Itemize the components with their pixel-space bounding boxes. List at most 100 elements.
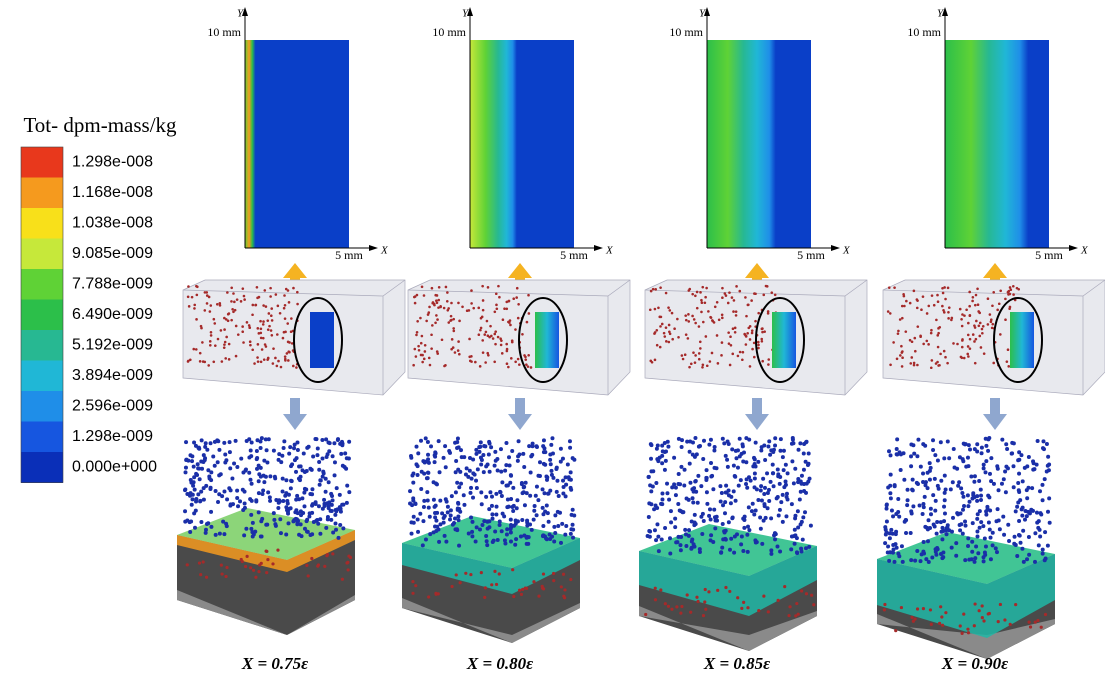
particle [679,611,683,615]
particle [712,444,717,449]
particle [569,577,573,582]
particle [783,585,787,589]
particle [517,588,522,592]
particle [750,331,754,335]
particle [740,606,744,610]
particle [456,445,461,450]
particle [512,297,516,301]
particle [484,494,489,499]
particle [270,333,274,337]
particle [540,586,545,590]
particle [704,295,707,299]
particle [323,564,327,568]
particle [674,540,679,545]
particle [208,340,212,343]
particle [495,303,498,307]
particle [788,605,792,609]
particle [273,476,278,481]
particle [196,492,201,497]
particle [205,294,209,297]
particle [508,530,513,535]
particle [459,455,464,460]
particle [1034,510,1039,515]
legend-label: 7.788e-009 [72,275,153,292]
particle [965,455,970,460]
particle [188,477,193,482]
particle [515,498,520,503]
particle [787,613,791,618]
particle [756,459,761,464]
particle [716,362,720,365]
particle [690,452,695,457]
particle [687,461,692,466]
particle [316,504,321,509]
particle [888,496,893,501]
particle [322,497,327,502]
particle [967,557,972,562]
y-extent-label: 10 mm [669,25,703,39]
particle [469,485,474,490]
particle [722,530,727,535]
particle [487,469,492,474]
particle [762,485,767,490]
particle [676,317,679,321]
block-floor [877,614,1055,659]
particle [479,316,483,320]
particle [729,536,734,541]
particle [524,491,529,496]
y-extent-label: 10 mm [907,25,941,39]
particle [732,550,737,555]
particle [435,301,439,305]
particle [477,449,482,454]
deposit-slab [310,312,334,368]
particle [530,441,535,446]
particle [187,305,191,308]
particle [713,518,718,523]
particle [305,445,310,450]
particle [693,361,697,364]
particle [1004,442,1009,447]
particle [1017,471,1022,476]
x-extent-label: 5 mm [1035,248,1063,262]
particle [486,351,490,355]
particle [310,492,315,497]
particle [763,515,768,520]
particle [458,352,461,356]
particle [212,439,217,444]
particle [341,526,346,531]
particle [939,605,943,609]
particle [199,438,204,443]
particle [196,466,201,471]
particle [659,588,663,592]
particle [663,526,668,531]
particle [942,308,945,312]
legend-title: Tot- dpm-mass/kg [23,113,177,137]
particle [731,489,736,494]
particle [464,466,469,471]
particle [680,604,684,609]
particle [752,457,757,462]
particle [245,321,249,324]
particle [286,511,291,516]
y-axis-label: Y [237,8,245,20]
particle [508,480,513,485]
particle [536,498,541,503]
particle [780,492,785,497]
particle [320,474,325,479]
particle [459,481,464,486]
particle [247,470,252,475]
particle [1016,488,1021,493]
down-arrow [983,398,1007,430]
legend-label: 0.000e+000 [72,458,157,475]
particle [191,483,196,488]
particle [231,502,236,507]
particle [744,343,748,346]
particle [235,464,240,469]
particle [659,286,662,289]
particle [288,445,293,450]
particle [1018,498,1023,503]
particle [494,342,497,346]
particle [446,309,450,312]
particle [300,496,305,501]
particle [495,456,500,461]
